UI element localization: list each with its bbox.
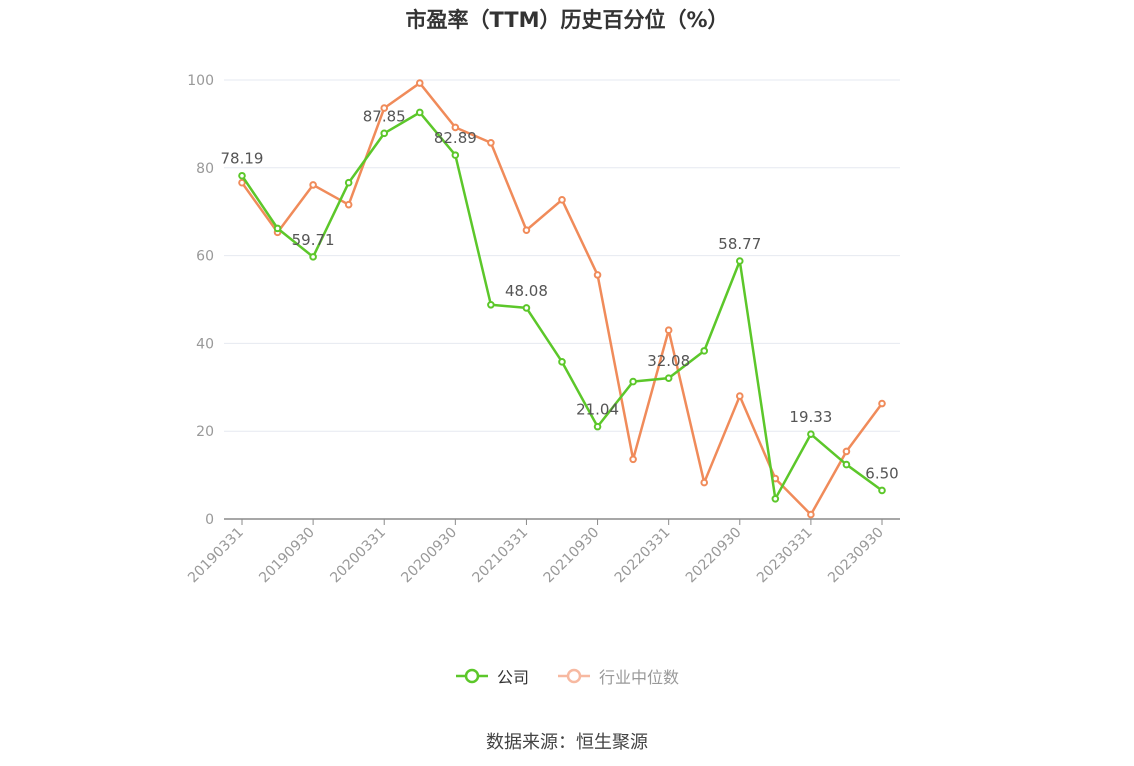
company-point-20210930 xyxy=(593,422,602,431)
industry-point-20191231 xyxy=(344,200,353,209)
legend-item-company[interactable]: 公司 xyxy=(455,664,529,688)
company-point-20210331 xyxy=(522,304,531,312)
x-tick-label-20230930: 20230930 xyxy=(825,525,887,587)
industry-point-20210331 xyxy=(522,226,531,234)
company-point-20220930 xyxy=(735,257,744,265)
company-point-20221231 xyxy=(771,495,780,503)
legend-item-industry[interactable]: 行业中位数 xyxy=(557,664,679,688)
x-tick-label-20200331: 20200331 xyxy=(327,525,389,587)
company-point-20230930 xyxy=(878,486,886,495)
company-data-label-20230331: 19.33 xyxy=(789,408,832,426)
company-point-20200331 xyxy=(380,129,389,138)
chart-title: 市盈率（TTM）历史百分位（%） xyxy=(405,8,729,32)
company-point-20200930 xyxy=(451,151,460,159)
company-point-20210630 xyxy=(558,358,566,366)
industry-point-20230630 xyxy=(842,447,851,456)
industry-point-20230331 xyxy=(807,510,815,519)
company-point-20220630 xyxy=(700,347,709,355)
company-point-20190630 xyxy=(273,224,282,233)
company-data-label-20210331: 48.08 xyxy=(505,282,548,300)
industry-point-20190331 xyxy=(238,178,246,187)
industry-point-20200930 xyxy=(451,123,460,132)
x-tick-label-20200930: 20200930 xyxy=(398,525,460,587)
series-line-industry xyxy=(240,81,884,516)
company-point-20191231 xyxy=(344,178,353,187)
company-point-20230331 xyxy=(807,430,815,438)
company-data-label-20230930: 6.50 xyxy=(865,464,898,482)
company-data-label-20220331: 32.08 xyxy=(647,352,690,370)
x-tick-label-20220331: 20220331 xyxy=(612,525,674,587)
axis-layer: 0 20 40 60 80 100 20190331 20190930 20200331 2020… xyxy=(185,73,900,586)
legend-industry-marker-icon xyxy=(558,668,590,684)
company-point-20211231 xyxy=(629,377,637,386)
company-data-label-20200331: 87.85 xyxy=(363,107,406,125)
industry-point-20201231 xyxy=(487,138,495,147)
y-tick-label-80: 80 xyxy=(196,161,214,177)
company-data-label-20190930: 59.71 xyxy=(292,231,335,249)
y-tick-label-40: 40 xyxy=(196,336,214,352)
industry-point-20200630 xyxy=(415,79,424,87)
industry-point-20220331 xyxy=(664,326,673,335)
legend-company-marker-icon xyxy=(455,668,488,684)
company-data-label-20190331: 78.19 xyxy=(221,150,264,168)
x-tick-label-20210930: 20210930 xyxy=(541,525,603,587)
company-data-label-20200930: 82.89 xyxy=(434,129,477,147)
y-tick-label-0: 0 xyxy=(205,512,214,528)
data-label-layer: 78.19 59.71 87.85 82.89 48.08 21.04 32.08 58.77… xyxy=(221,107,899,482)
x-tick-label-20210331: 20210331 xyxy=(470,525,532,587)
company-point-20201231 xyxy=(487,300,495,309)
industry-point-20210630 xyxy=(558,196,566,204)
y-tick-label-20: 20 xyxy=(196,424,214,440)
industry-point-20190930 xyxy=(309,181,317,189)
company-point-20220331 xyxy=(664,374,673,382)
y-tick-label-100: 100 xyxy=(187,73,214,89)
x-tick-label-20190331: 20190331 xyxy=(185,525,247,587)
x-tick-label-20230331: 20230331 xyxy=(754,525,816,587)
x-tick-label-20190930: 20190930 xyxy=(256,525,318,587)
series-line-company xyxy=(240,111,883,501)
company-point-20190930 xyxy=(309,253,317,261)
series-layer xyxy=(238,79,886,519)
industry-point-20230930 xyxy=(878,399,886,408)
legend: 公司 行业中位数 xyxy=(0,664,1134,688)
grid-layer xyxy=(224,79,900,432)
industry-point-20220630 xyxy=(700,478,709,487)
source-note: 数据来源：恒生聚源 xyxy=(486,732,648,753)
company-data-label-20220930: 58.77 xyxy=(718,235,761,253)
legend-label-industry: 行业中位数 xyxy=(599,668,680,687)
y-tick-label-60: 60 xyxy=(196,249,214,265)
x-tick-label-20220930: 20220930 xyxy=(683,525,745,587)
company-point-20230630 xyxy=(842,460,851,469)
industry-point-20220930 xyxy=(735,392,744,400)
company-data-label-20210930: 21.04 xyxy=(576,401,619,419)
company-point-20190331 xyxy=(238,171,246,180)
legend-label-company: 公司 xyxy=(496,668,529,687)
industry-point-20211231 xyxy=(629,455,637,464)
industry-point-20210930 xyxy=(593,271,602,279)
company-point-20200630 xyxy=(415,108,424,117)
industry-point-20200331 xyxy=(380,104,389,112)
